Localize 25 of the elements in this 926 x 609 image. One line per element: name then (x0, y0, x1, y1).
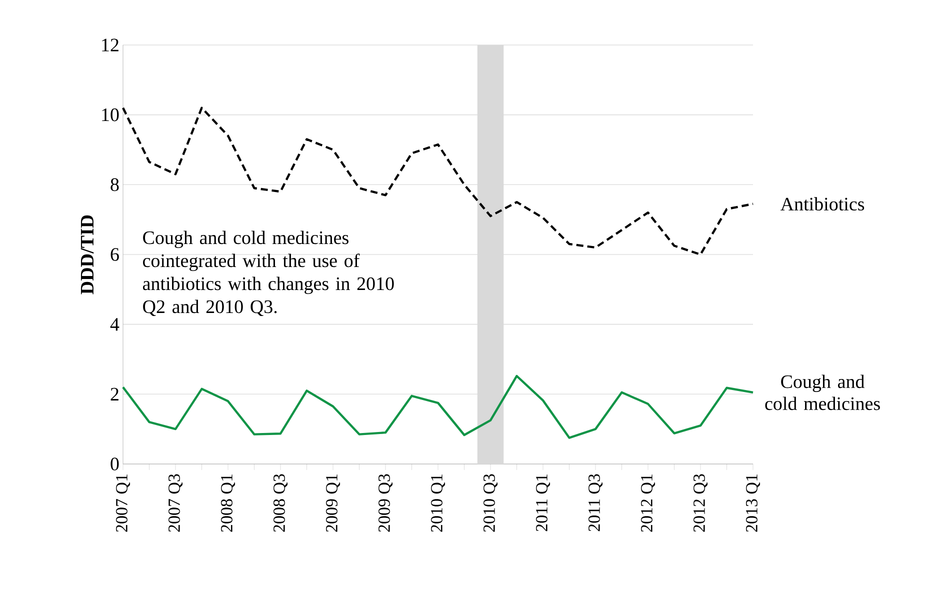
y-tick-label: 8 (110, 178, 119, 192)
x-tick-label: 2012 Q3 (693, 474, 708, 532)
x-tick-label: 2007 Q3 (168, 474, 183, 532)
series-label: Cough and cold medicines (765, 374, 880, 410)
line-series (122, 374, 754, 439)
x-tick-label: 2007 Q1 (116, 474, 130, 532)
y-tick-label: 10 (102, 108, 119, 122)
x-tick-label: 2008 Q1 (220, 474, 236, 532)
y-tick-label: 2 (110, 388, 118, 400)
x-tick-label: 2009 Q1 (326, 474, 340, 532)
x-tick-label: 2008 Q3 (273, 474, 288, 532)
annotation: Cough and cold medicines cointegrated with the use of antibiotics with changes in 2010 Q2 and 2010 Q3. (142, 230, 394, 316)
y-tick-label: 0 (110, 458, 119, 470)
x-tick-label: 2009 Q3 (378, 474, 393, 532)
x-tick-label: 2010 Q3 (483, 474, 498, 532)
y-tick-label: 6 (110, 248, 119, 261)
x-tick-label: 2013 Q1 (746, 474, 760, 532)
y-axis-title: DDD/TID (80, 215, 94, 294)
x-tick-label: 2011 Q1 (536, 474, 550, 532)
x-tick-label: 2010 Q1 (430, 474, 446, 532)
x-tick-label: 2012 Q1 (640, 474, 656, 532)
y-tick-label: 4 (110, 318, 120, 331)
series-label: Antibiotics (780, 197, 864, 211)
x-tick-label: 2011 Q3 (588, 474, 603, 532)
y-tick-label: 12 (102, 38, 118, 52)
